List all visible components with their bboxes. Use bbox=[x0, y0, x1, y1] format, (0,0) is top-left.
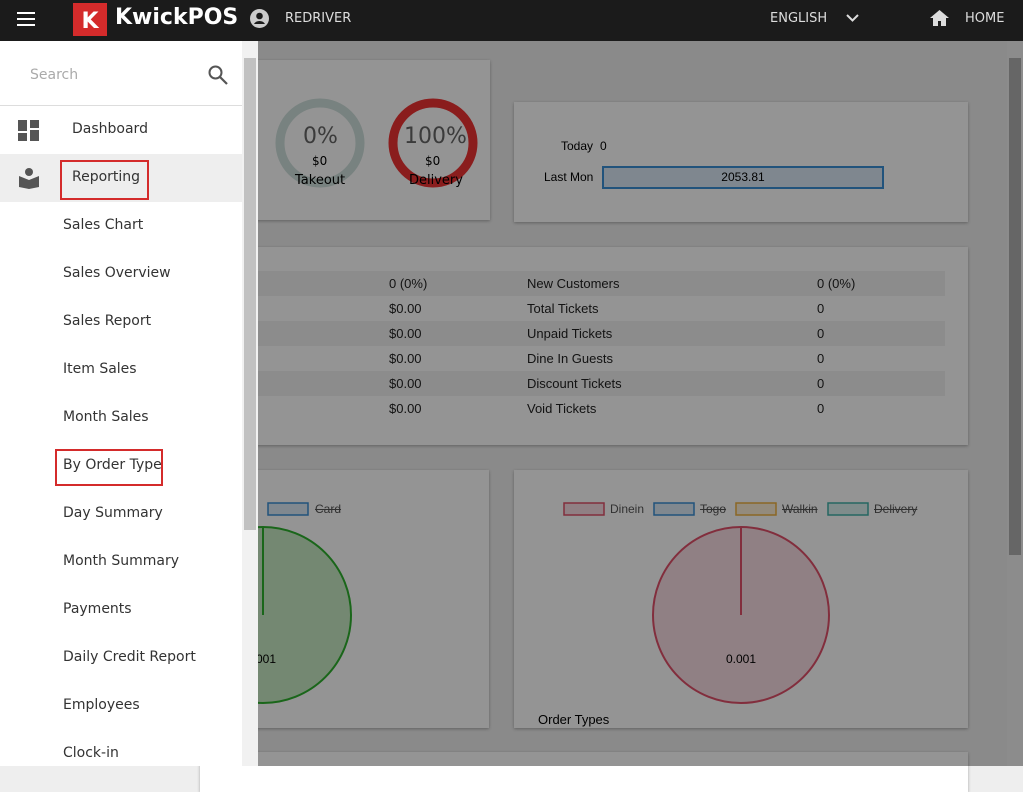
stat-label: Total Tickets bbox=[527, 301, 599, 316]
chart-title: Order Types bbox=[538, 712, 610, 727]
menu-item[interactable]: Dashboard bbox=[72, 121, 148, 137]
sidebar-scrollbar[interactable] bbox=[242, 41, 258, 766]
menu-item[interactable]: By Order Type bbox=[63, 457, 162, 473]
row-label: Last Mon bbox=[544, 170, 594, 184]
header: K KwickPOS REDRIVER ENGLISH HOME bbox=[0, 0, 1023, 41]
user-name[interactable]: REDRIVER bbox=[285, 11, 352, 26]
menu-item[interactable]: Sales Chart bbox=[63, 217, 144, 233]
svg-text:K: K bbox=[81, 9, 99, 34]
stat-value: 0 bbox=[817, 401, 825, 416]
legend-label: Walkin bbox=[782, 502, 818, 516]
scroll-thumb[interactable] bbox=[244, 58, 256, 530]
stat-value: $0.00 bbox=[389, 301, 422, 316]
donut-ring bbox=[388, 98, 478, 188]
bar: 2053.81 bbox=[602, 166, 884, 189]
menu-item[interactable]: Month Sales bbox=[63, 409, 149, 425]
donuts bbox=[275, 98, 478, 188]
stat-value: $0.00 bbox=[389, 326, 422, 341]
label: Takeout bbox=[295, 173, 346, 188]
stat-value: 0 bbox=[817, 326, 825, 341]
amount: $0 bbox=[425, 154, 441, 168]
highlight-box bbox=[55, 449, 163, 486]
stat-value: 0 (0%) bbox=[817, 276, 856, 291]
legend-label: Delivery bbox=[874, 502, 918, 516]
menu-item[interactable]: Reporting bbox=[72, 169, 141, 185]
brand: KwickPOS bbox=[115, 5, 239, 30]
user-icon[interactable] bbox=[250, 9, 269, 28]
stat-value: $0.00 bbox=[389, 351, 422, 366]
search-icon[interactable] bbox=[208, 65, 228, 85]
stat-value: $0.00 bbox=[389, 376, 422, 391]
row-stripe bbox=[220, 271, 945, 296]
legend-swatch bbox=[563, 502, 605, 516]
legend-label: Card bbox=[315, 502, 342, 516]
row-stripe bbox=[220, 321, 945, 346]
logo: K bbox=[73, 3, 107, 36]
slice-label: 0.001 bbox=[726, 652, 757, 666]
comparison-card bbox=[514, 102, 968, 222]
label: Delivery bbox=[409, 173, 463, 188]
legend-swatch bbox=[653, 502, 695, 516]
stat-label: Unpaid Tickets bbox=[527, 326, 613, 341]
home-link[interactable]: HOME bbox=[965, 11, 1005, 26]
chevron[interactable] bbox=[846, 14, 859, 23]
row-stripe bbox=[220, 371, 945, 396]
stat-label: Dine In Guests bbox=[527, 351, 613, 366]
menu-item[interactable]: Clock-in bbox=[63, 745, 119, 761]
divider bbox=[0, 105, 242, 106]
dashboard-icon bbox=[18, 120, 39, 141]
stat-value: 0 bbox=[817, 351, 825, 366]
amount: $0 bbox=[312, 154, 328, 168]
stat-value: $0.00 bbox=[389, 401, 422, 416]
menu-item[interactable]: Payments bbox=[63, 601, 132, 617]
stat-label: Discount Tickets bbox=[527, 376, 622, 391]
menu-item[interactable]: Employees bbox=[63, 697, 140, 713]
legend-swatch bbox=[267, 502, 309, 516]
reporting-icon bbox=[19, 168, 39, 189]
menu-item[interactable]: Daily Credit Report bbox=[63, 649, 196, 665]
menu-item[interactable]: Month Summary bbox=[63, 553, 179, 569]
legend-label: Dinein bbox=[610, 502, 645, 516]
highlight-box bbox=[60, 160, 149, 200]
stat-value: 0 bbox=[817, 301, 825, 316]
stat-value: 0 (0%) bbox=[389, 276, 428, 291]
home-icon[interactable] bbox=[930, 10, 949, 26]
stat-value: 0 bbox=[817, 376, 825, 391]
menu-item[interactable]: Sales Report bbox=[63, 313, 152, 329]
language[interactable]: ENGLISH bbox=[770, 11, 828, 26]
row-value: 0 bbox=[600, 139, 607, 153]
legend-label: Togo bbox=[700, 502, 727, 516]
percent: 100% bbox=[404, 124, 467, 149]
menu-item[interactable]: Item Sales bbox=[63, 361, 137, 377]
menu-icon[interactable] bbox=[17, 12, 35, 26]
row-label: Today bbox=[561, 139, 594, 153]
active-row bbox=[0, 154, 242, 202]
stat-label: Void Tickets bbox=[527, 401, 597, 416]
sidebar: Search Dashboard Reporting Sales Chart Sale… bbox=[0, 41, 258, 766]
percent: 0% bbox=[303, 124, 338, 149]
menu-item[interactable]: Sales Overview bbox=[63, 265, 171, 281]
legend-swatch bbox=[827, 502, 869, 516]
donut-ring bbox=[275, 98, 365, 188]
menu-item[interactable]: Day Summary bbox=[63, 505, 163, 521]
order-pie bbox=[563, 502, 869, 704]
search-input[interactable]: Search bbox=[30, 67, 79, 83]
stat-label: New Customers bbox=[527, 276, 620, 291]
legend-swatch bbox=[735, 502, 777, 516]
scrollbar[interactable] bbox=[1007, 41, 1023, 766]
scroll-thumb[interactable] bbox=[1009, 58, 1021, 555]
